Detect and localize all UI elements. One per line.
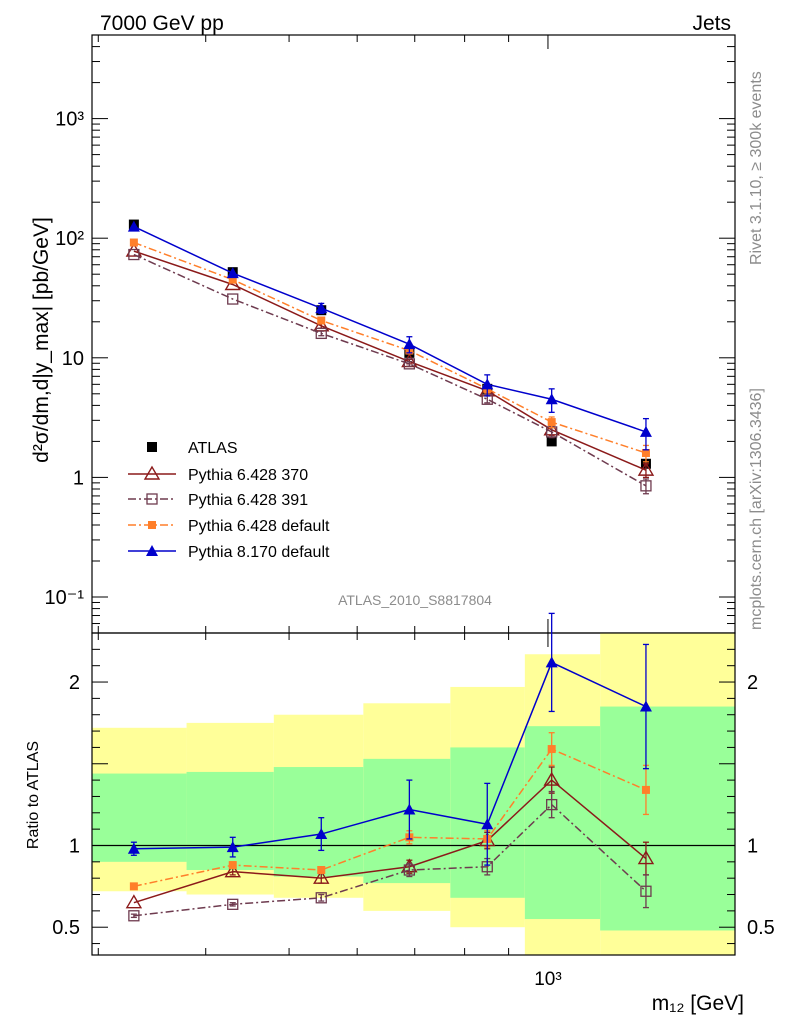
ratio-band-green	[273, 767, 364, 877]
side-rivet-label: Rivet 3.1.10, ≥ 300k events	[748, 71, 765, 265]
main-y-tick-label: 10	[62, 348, 84, 370]
main-series-3-point	[228, 275, 237, 284]
ratio-series-3-point	[545, 656, 558, 668]
ratio-series-2-point	[228, 861, 237, 870]
ratio-y-tick-label-right: 1	[747, 835, 758, 857]
main-series-2-point	[315, 327, 327, 340]
ratio-series-0-point	[313, 869, 330, 884]
ratio-series-3-point	[226, 841, 239, 853]
ratio-y-tick-label: 0.5	[52, 917, 80, 939]
ratio-band-green	[600, 706, 735, 931]
main-series-0-point	[546, 436, 557, 447]
ratio-series-1-point	[546, 798, 558, 811]
legend-entry: Pythia 6.428 default	[188, 518, 330, 535]
ratio-series-1-point	[640, 885, 652, 897]
ratio-series-1-point	[128, 910, 140, 922]
legend-marker	[143, 465, 161, 480]
main-series-1-line	[133, 250, 647, 471]
main-series-3-point	[547, 418, 556, 427]
ratio-series-2-point	[641, 785, 650, 794]
ratio-band-green	[92, 773, 187, 862]
main-series-3-point	[641, 448, 650, 457]
ratio-series-1-point	[227, 898, 239, 910]
main-series-4-point	[315, 302, 328, 314]
legend-marker	[146, 493, 158, 505]
x-axis-label: m₁₂ [GeV]	[652, 992, 744, 1015]
main-series-2-point	[546, 426, 558, 438]
ratio-series-2-point	[129, 882, 138, 891]
ratio-series-2-point	[547, 745, 556, 754]
ratio-series-3-point	[315, 828, 328, 840]
main-series-2-point	[403, 358, 416, 370]
main-y-tick-label: 10³	[55, 109, 84, 131]
main-series-4-point	[127, 220, 140, 232]
main-series-2-point	[640, 480, 652, 492]
analysis-label: ATLAS_2010_S8817804	[338, 592, 492, 608]
ratio-series-0-point	[543, 771, 560, 786]
legend: ATLAS Pythia 6.428 370 Pythia 6.428 391 Pyt…	[128, 440, 330, 561]
main-series-4-point	[226, 267, 239, 279]
legend-entry: Pythia 6.428 370	[188, 467, 308, 484]
legend-marker	[148, 521, 156, 529]
ratio-y-tick-label-right: 2	[747, 672, 758, 694]
main-series-3-point	[129, 238, 138, 247]
header-right: Jets	[692, 12, 731, 35]
ratio-series-1-point	[403, 864, 416, 876]
main-series-4-line	[133, 225, 647, 433]
ratio-series-3-point	[403, 803, 416, 815]
main-series-2-point	[227, 293, 239, 305]
legend-entry: Pythia 8.170 default	[188, 544, 330, 561]
legend-entry: Pythia 6.428 391	[188, 492, 308, 509]
ratio-band-green	[186, 771, 274, 871]
ratio-panel: 10³ 0.5 0.5 1 1 2 2	[52, 612, 775, 990]
legend-marker	[146, 545, 158, 556]
main-panel: 10⁻¹ 1 10 10² 10³	[45, 34, 736, 955]
ratio-series-0-point	[125, 894, 143, 909]
main-series-4-point	[545, 393, 558, 405]
ratio-series-2-point	[317, 866, 326, 875]
ratio-band-green	[524, 726, 601, 920]
legend-marker	[147, 442, 157, 452]
main-series-4-point	[481, 378, 494, 390]
main-series-1-point	[637, 461, 655, 476]
side-mcplots-label: mcplots.cern.ch [arXiv:1306.3436]	[748, 388, 765, 630]
ratio-y-tick-label: 2	[69, 672, 80, 694]
legend-entry: ATLAS	[188, 440, 238, 457]
main-y-tick-label: 10²	[55, 228, 84, 250]
main-series-2-point	[128, 248, 140, 261]
header-left: 7000 GeV pp	[100, 12, 224, 35]
ratio-series-1-point	[315, 892, 327, 904]
ratio-series-3-point	[481, 818, 494, 830]
main-series-4-point	[403, 338, 416, 350]
ratio-series-3-point	[127, 842, 140, 854]
ratio-y-tick-label: 1	[69, 835, 80, 857]
x-tick-label: 10³	[534, 969, 561, 990]
main-y-tick-label: 10⁻¹	[45, 587, 85, 609]
main-series-4-point	[639, 425, 652, 437]
ratio-y-tick-label-right: 0.5	[747, 917, 775, 939]
ratio-series-0-point	[637, 850, 655, 865]
ratio-series-0-point	[224, 863, 241, 878]
ratio-frame	[91, 632, 736, 956]
main-y-axis-label: d²σ/dm,d|y_max| [pb/GeV]	[30, 217, 53, 463]
ratio-y-axis-label: Ratio to ATLAS	[25, 741, 42, 849]
ratio-series-3-point	[639, 700, 652, 712]
main-y-tick-label: 1	[73, 467, 84, 489]
main-series-3-point	[317, 316, 326, 325]
main-series-3-line	[133, 241, 647, 454]
